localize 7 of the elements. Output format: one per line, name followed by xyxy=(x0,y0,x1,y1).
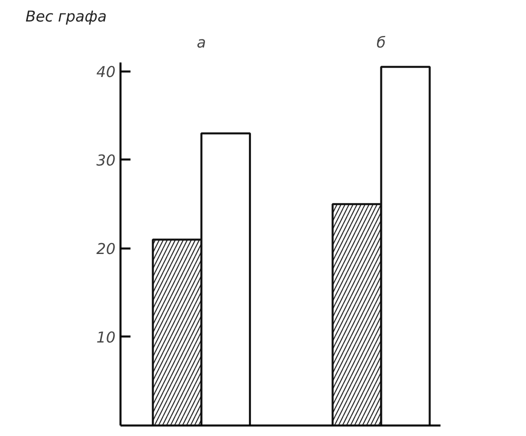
y-tick-label: 20 xyxy=(96,240,116,258)
x-tick-label: б xyxy=(376,34,386,52)
y-tick-label: 10 xyxy=(96,328,116,346)
y-axis-title: Вес графа xyxy=(26,8,107,26)
y-tick-label: 40 xyxy=(96,62,116,81)
x-tick-label: а xyxy=(196,34,206,52)
y-tick-label: 30 xyxy=(96,151,116,170)
